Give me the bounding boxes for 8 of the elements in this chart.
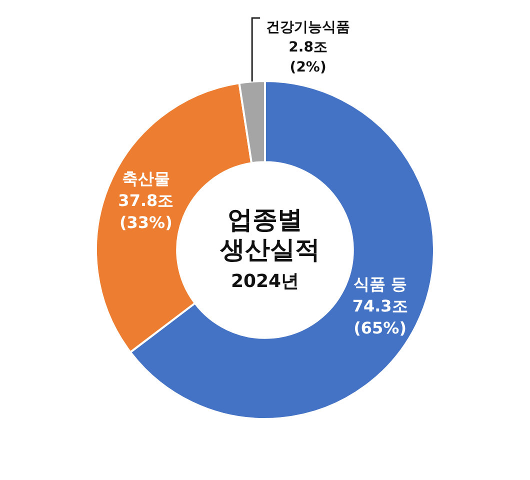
slice-label: 축산물 — [122, 169, 170, 188]
data-label: 2.8조 (2%) — [288, 40, 328, 76]
text: 업종별 생산실적 — [220, 205, 320, 265]
slice-label: 식품 등 — [353, 274, 407, 294]
slice-label: 건강기능식품 — [266, 20, 350, 36]
text: 2024년 — [230, 270, 300, 293]
data-label: 37.8조 (33%) — [118, 191, 174, 232]
data-label: 74.3조 (65%) — [352, 296, 408, 338]
